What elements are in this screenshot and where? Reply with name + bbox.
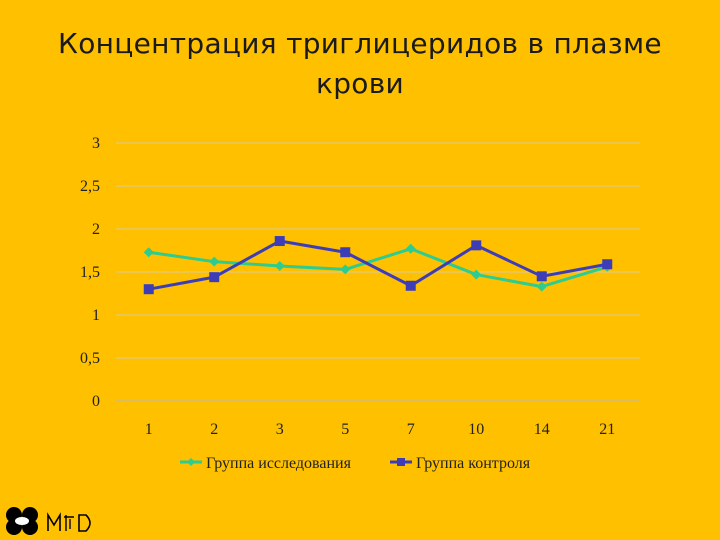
x-tick-label: 7 bbox=[407, 421, 415, 438]
data-point-marker bbox=[340, 264, 351, 275]
x-tick-label: 2 bbox=[210, 421, 218, 438]
x-tick-label: 1 bbox=[145, 421, 153, 438]
y-tick-label: 1 bbox=[92, 307, 100, 324]
data-point-marker bbox=[209, 256, 220, 267]
data-point-marker bbox=[274, 236, 285, 247]
data-point-marker bbox=[143, 247, 154, 258]
chart-series bbox=[143, 236, 613, 295]
y-tick-label: 0,5 bbox=[80, 350, 100, 367]
y-axis: 0 0,5 1 1,5 2 2,5 3 bbox=[80, 135, 100, 410]
chart-grid bbox=[116, 142, 640, 402]
y-tick-label: 3 bbox=[92, 135, 100, 152]
y-tick-label: 1,5 bbox=[80, 264, 100, 281]
legend-label: Группа исследования bbox=[206, 455, 352, 472]
series-line bbox=[148, 239, 608, 291]
data-point-marker bbox=[536, 281, 547, 292]
series-line bbox=[148, 247, 608, 289]
data-point-marker bbox=[187, 458, 195, 466]
data-point-marker bbox=[536, 271, 547, 282]
slide-title-line2: крови bbox=[315, 67, 404, 100]
data-point-marker bbox=[405, 243, 416, 254]
x-tick-label: 21 bbox=[599, 421, 615, 438]
company-logo-icon bbox=[6, 507, 91, 535]
series-group bbox=[143, 236, 613, 295]
slide-title: Концентрация триглицеридов в плазме кров… bbox=[40, 24, 680, 104]
data-point-marker bbox=[143, 284, 154, 295]
x-tick-label: 3 bbox=[276, 421, 284, 438]
data-point-marker bbox=[471, 269, 482, 280]
data-point-marker bbox=[274, 260, 285, 271]
data-point-marker bbox=[209, 272, 220, 283]
x-tick-label: 5 bbox=[341, 421, 349, 438]
data-point-marker bbox=[397, 458, 405, 466]
x-axis: 1 2 3 5 7 10 14 21 bbox=[145, 421, 616, 438]
x-tick-label: 14 bbox=[534, 421, 550, 438]
y-tick-label: 0 bbox=[92, 393, 100, 410]
legend-label: Группа контроля bbox=[416, 455, 531, 472]
data-point-marker bbox=[340, 247, 351, 258]
slide-title-line1: Концентрация триглицеридов в плазме bbox=[58, 27, 662, 60]
y-tick-label: 2,5 bbox=[80, 178, 100, 195]
data-point-marker bbox=[405, 280, 416, 291]
chart-legend: Группа исследования Группа контроля bbox=[180, 455, 531, 472]
data-point-marker bbox=[471, 240, 482, 251]
data-point-marker bbox=[602, 259, 613, 270]
y-tick-label: 2 bbox=[92, 221, 100, 238]
x-tick-label: 10 bbox=[468, 421, 484, 438]
